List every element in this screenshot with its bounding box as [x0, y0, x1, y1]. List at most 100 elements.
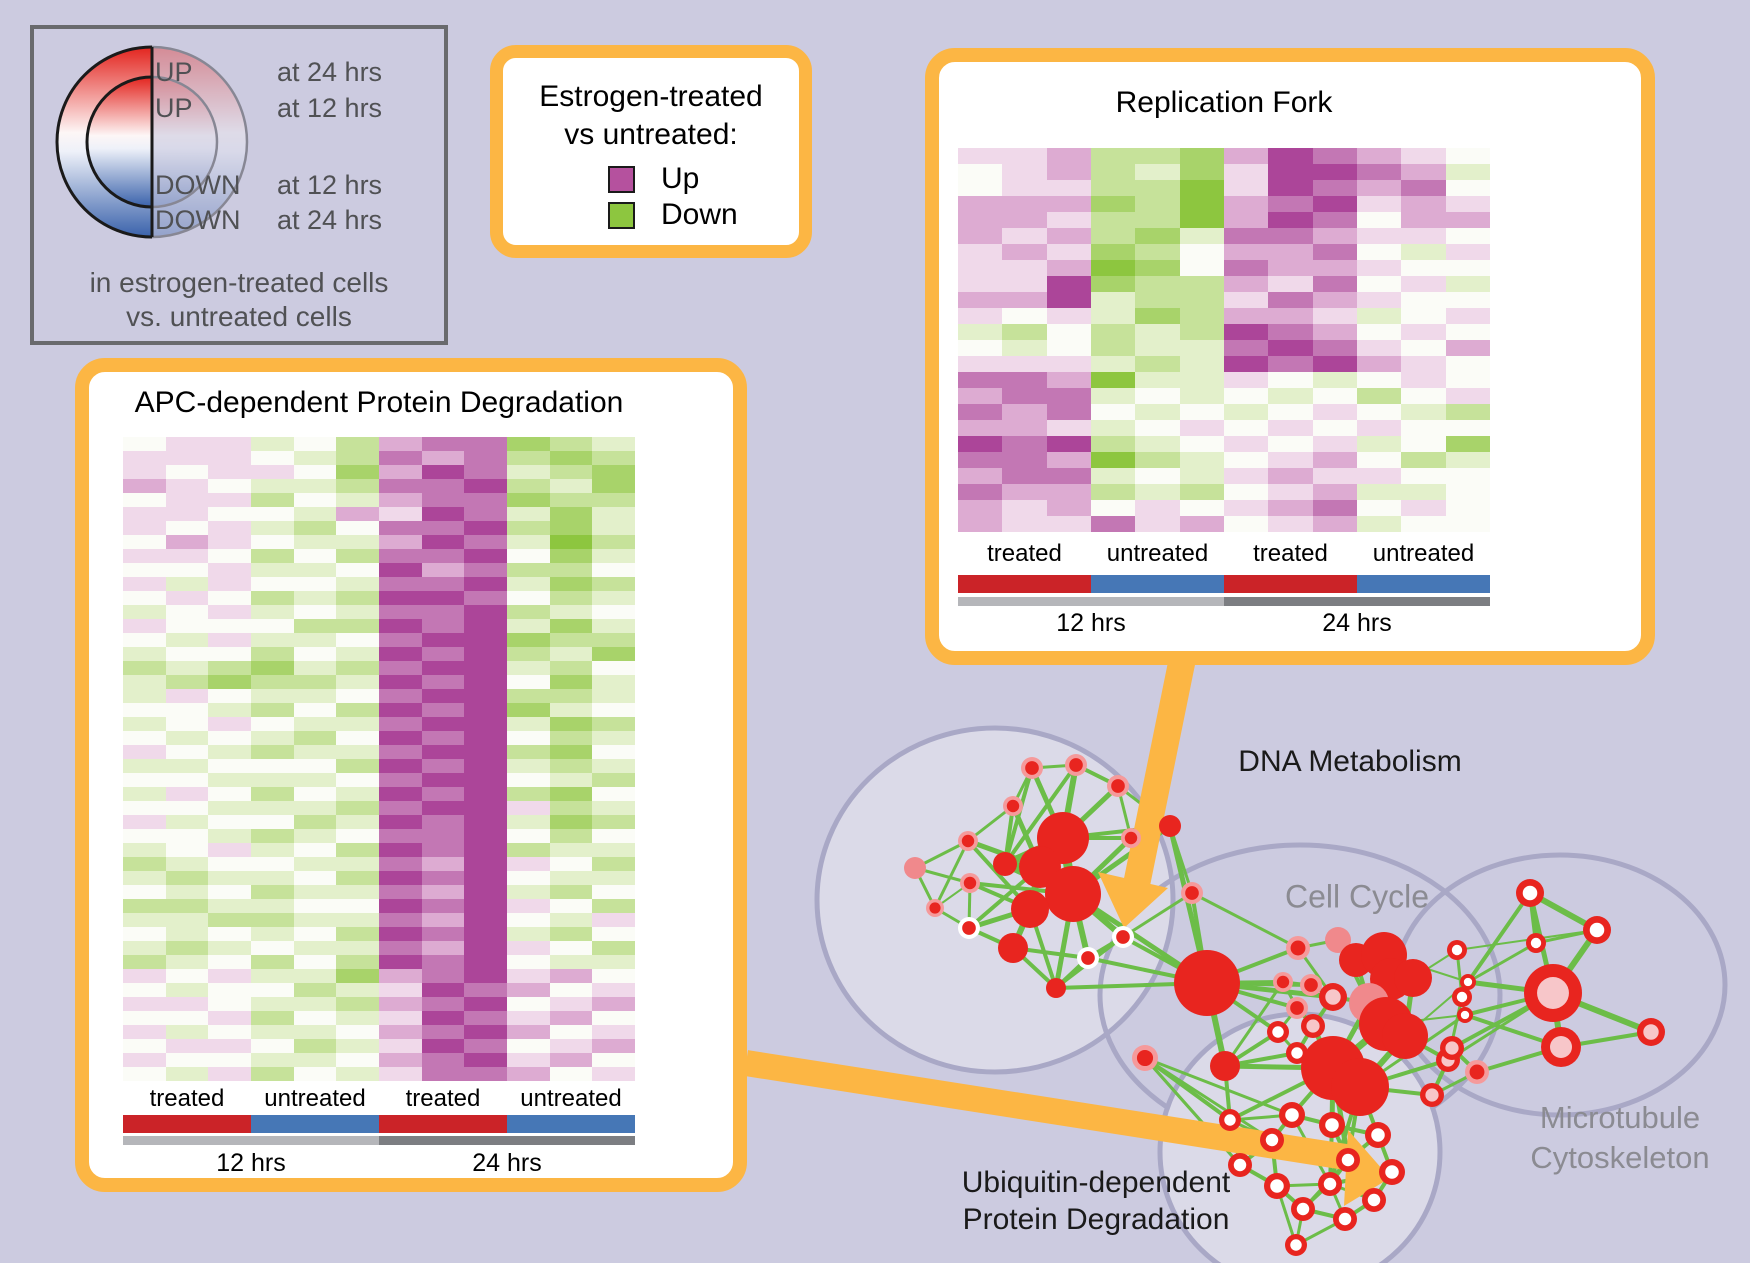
heatmap-cell — [1223, 148, 1269, 164]
network-edge — [1003, 763, 1078, 866]
heatmap-cell — [421, 941, 465, 955]
heatmap-cell — [592, 983, 635, 997]
heatmap-cell — [1002, 148, 1047, 164]
heatmap-cell — [208, 563, 251, 577]
heatmap-cell — [165, 773, 209, 787]
heatmap-cell — [123, 521, 166, 535]
heatmap-cell — [421, 885, 465, 899]
network-node-core — [1385, 1165, 1399, 1179]
heatmap-cell — [1268, 276, 1313, 292]
heatmap-cell — [421, 843, 465, 857]
heatmap-cell — [421, 451, 465, 465]
heatmap-cell — [592, 927, 635, 941]
heatmap-cell — [464, 605, 507, 619]
heatmap-cell — [549, 521, 593, 535]
heatmap-cell — [1401, 436, 1446, 452]
heatmap-cell — [208, 647, 251, 661]
heatmap-cell — [123, 913, 166, 927]
cluster-label: Microtubule — [1539, 1100, 1701, 1135]
heatmap-cell — [1046, 212, 1091, 228]
network-node-core — [1323, 1177, 1337, 1191]
heatmap-cell — [208, 745, 251, 759]
panel-title: Replication Fork — [1115, 86, 1333, 119]
heatmap-cell — [293, 913, 337, 927]
heatmap-cell — [123, 1053, 166, 1067]
heatmap-cell — [1223, 436, 1269, 452]
heatmap-cell — [123, 675, 166, 689]
heatmap-cell — [379, 563, 422, 577]
heatmap-cell — [251, 969, 294, 983]
heatmap-cell — [421, 857, 465, 871]
heatmap-cell — [379, 479, 422, 493]
heatmap-cell — [1401, 356, 1446, 372]
heatmap-cell — [123, 717, 166, 731]
heatmap-cell — [1356, 420, 1402, 436]
heatmap-cell — [592, 689, 635, 703]
network-node-core — [1456, 991, 1468, 1003]
network-node-core — [1451, 944, 1463, 956]
heatmap-cell — [379, 969, 422, 983]
heatmap-cell — [1312, 292, 1357, 308]
heatmap-cell — [208, 815, 251, 829]
heatmap-cell — [1002, 468, 1047, 484]
heatmap-cell — [1179, 468, 1224, 484]
heatmap-cell — [1135, 500, 1180, 516]
heatmap-cell — [1090, 372, 1136, 388]
heatmap-cell — [251, 801, 294, 815]
heatmap-cell — [336, 507, 379, 521]
heatmap-cell — [507, 955, 550, 969]
heatmap-cell — [336, 591, 379, 605]
heatmap-cell — [958, 276, 1003, 292]
heatmap-cell — [421, 1053, 465, 1067]
network-node-core — [1367, 1193, 1381, 1207]
heatmap-cell — [165, 759, 209, 773]
heatmap-cell — [208, 661, 251, 675]
heatmap-cell — [336, 451, 379, 465]
heatmap-cell — [1223, 452, 1269, 468]
heatmap-cell — [958, 420, 1003, 436]
cluster-label: Cell Cycle — [1284, 878, 1430, 915]
heatmap-cell — [1445, 164, 1490, 180]
heatmap-cell — [165, 591, 209, 605]
heatmap-cell — [421, 479, 465, 493]
heatmap-cell — [293, 451, 337, 465]
heatmap-cell — [379, 1011, 422, 1025]
heatmap-cell — [379, 1025, 422, 1039]
heatmap-cell — [421, 1011, 465, 1025]
network-node — [1045, 866, 1101, 922]
heatmap-cell — [165, 549, 209, 563]
heatmap-cell — [1179, 212, 1224, 228]
panel-title: APC-dependent Protein Degradation — [134, 386, 624, 419]
heatmap-cell — [336, 647, 379, 661]
heatmap-cell — [1401, 420, 1446, 436]
heatmap-cell — [1135, 340, 1180, 356]
heatmap-cell — [1046, 404, 1091, 420]
heatmap-cell — [165, 451, 209, 465]
network-edge — [1003, 766, 1034, 866]
heatmap-cell — [1179, 180, 1224, 196]
heatmap-cell — [464, 955, 507, 969]
heatmap-cell — [1445, 260, 1490, 276]
heatmap-cell — [251, 1067, 294, 1081]
heatmap-cell — [1090, 404, 1136, 420]
replication-heatmap — [958, 148, 1490, 532]
network-edge — [1121, 891, 1194, 939]
network-node-core — [1304, 978, 1318, 992]
heatmap-cell — [1268, 148, 1313, 164]
direction-label: UP — [155, 57, 193, 87]
heatmap-cell — [123, 465, 166, 479]
heatmap-cell — [1356, 212, 1402, 228]
network-node-core — [1290, 1239, 1302, 1251]
heatmap-cell — [1445, 420, 1490, 436]
heatmap-cell — [208, 871, 251, 885]
heatmap-cell — [379, 717, 422, 731]
heatmap-cell — [251, 899, 294, 913]
heatmap-cell — [1046, 500, 1091, 516]
time-label: 24 hrs — [1322, 609, 1392, 637]
heatmap-cell — [336, 759, 379, 773]
network-node-core — [1116, 930, 1130, 944]
heatmap-cell — [379, 451, 422, 465]
up-color-swatch — [608, 165, 635, 193]
heatmap-cell — [251, 731, 294, 745]
heatmap-cell — [1002, 228, 1047, 244]
